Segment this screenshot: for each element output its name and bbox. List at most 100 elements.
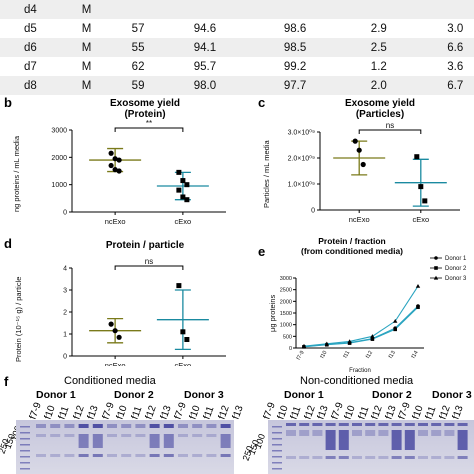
gel-title-conditioned: Conditioned media xyxy=(64,375,156,387)
gel-band xyxy=(272,438,282,440)
gel-band xyxy=(64,424,75,428)
table-cell xyxy=(169,0,260,19)
gel-lane-label: f13 xyxy=(230,404,246,421)
y-tick-label: 1.0×10⁰⁹ xyxy=(288,181,315,189)
x-axis-label: Fraction xyxy=(349,368,371,374)
data-point xyxy=(112,167,118,173)
gel-band xyxy=(178,434,188,437)
gel-band xyxy=(272,468,282,470)
data-point xyxy=(422,198,428,204)
table-cell: 95.7 xyxy=(169,57,260,76)
gel-band xyxy=(135,424,146,428)
data-point xyxy=(324,341,329,346)
gel-band xyxy=(20,426,30,428)
legend-label: Donor 1 xyxy=(445,256,467,262)
gel-band xyxy=(50,434,61,437)
gel-band xyxy=(457,423,468,426)
gel-band xyxy=(20,468,30,470)
y-tick-label: 500 xyxy=(283,334,292,340)
y-tick-label: 0 xyxy=(311,208,315,215)
gel-band xyxy=(338,456,349,459)
gel-band xyxy=(365,430,376,436)
gel-lane-label: f13 xyxy=(85,404,101,421)
significance-label: ** xyxy=(146,120,152,128)
gel-lane-label: f10 xyxy=(410,404,426,421)
gel-band xyxy=(149,424,160,428)
gel-right-donor-3: Donor 3 xyxy=(432,389,472,401)
gel-band xyxy=(418,430,428,436)
gel-band xyxy=(299,430,310,436)
gel-band xyxy=(206,434,217,437)
gel-band xyxy=(36,454,46,457)
table-cell: 6.6 xyxy=(423,38,474,57)
gel-lane-label: f12 xyxy=(302,404,318,421)
gel-lane-label: f7-9 xyxy=(172,401,189,421)
table-cell: d4 xyxy=(0,0,58,19)
gel-band xyxy=(149,454,160,457)
legend-label: Donor 2 xyxy=(445,266,467,272)
data-point xyxy=(176,169,182,175)
gel-lane-label: f12 xyxy=(437,404,453,421)
data-point xyxy=(184,182,190,188)
table-cell: d6 xyxy=(0,38,58,57)
gel-band xyxy=(36,424,46,428)
gel-lane-label: f12 xyxy=(216,404,232,421)
y-tick-label: 3.0×10⁰⁹ xyxy=(288,129,315,137)
gel-lane-label: f10 xyxy=(275,404,291,421)
gel-band xyxy=(107,424,117,428)
panel-e-title-line1: Protein / fraction xyxy=(318,236,386,246)
gel-band xyxy=(365,423,376,426)
gel-lane-label: f7-9 xyxy=(100,401,117,421)
data-point xyxy=(176,283,182,289)
gel-left-donor-3: Donor 3 xyxy=(184,389,224,401)
gel-band xyxy=(325,456,336,459)
gel-band xyxy=(20,462,30,464)
table-cell: 99.2 xyxy=(259,57,347,76)
gel-band xyxy=(20,450,30,452)
gel-lane-label: f10 xyxy=(42,404,58,421)
table-cell: 3.0 xyxy=(423,19,474,38)
gel-left-background xyxy=(16,420,234,474)
gel-band xyxy=(220,434,231,448)
gel-band xyxy=(206,424,217,428)
significance-label: ns xyxy=(386,121,394,130)
gel-band xyxy=(272,456,282,458)
gel-band xyxy=(163,424,174,428)
gel-band xyxy=(135,454,146,457)
table-row: d5 M 57 94.6 98.6 2.9 3.0 xyxy=(0,19,474,38)
y-tick-label: 1500 xyxy=(280,311,292,317)
panel-e-title-line2: (from conditioned media) xyxy=(301,246,403,256)
y-tick-label: 0 xyxy=(289,346,292,352)
data-point xyxy=(393,318,398,323)
gel-band xyxy=(36,434,46,437)
gel-band xyxy=(444,456,455,459)
gel-lane-label: f13 xyxy=(158,404,174,421)
table-cell: 2.5 xyxy=(346,38,424,57)
legend-marker xyxy=(433,275,439,280)
gel-band xyxy=(121,424,132,428)
gel-lane-label: f10 xyxy=(114,404,130,421)
gel-band xyxy=(178,454,188,457)
data-point xyxy=(176,187,182,193)
legend-marker xyxy=(434,266,438,270)
y-tick-label: 0 xyxy=(63,210,67,217)
panel-letter-e: e xyxy=(258,244,266,259)
gel-lane-label: f7-9 xyxy=(329,401,346,421)
gel-left-donor-2: Donor 2 xyxy=(114,389,154,401)
data-point xyxy=(180,329,186,335)
table-cell: 57 xyxy=(107,19,170,38)
gel-lane-label: f12 xyxy=(369,404,385,421)
legend-marker xyxy=(434,256,438,260)
gel-band xyxy=(378,430,389,436)
data-point xyxy=(370,337,375,341)
x-tick-label: f7-9 xyxy=(296,350,306,361)
panel-letter-d: d xyxy=(4,236,12,251)
data-point xyxy=(414,154,420,160)
data-point xyxy=(116,168,122,174)
gel-band xyxy=(20,438,30,440)
gel-band xyxy=(107,454,117,457)
gel-right-donor-2: Donor 2 xyxy=(372,389,412,401)
x-tick-label: cExo xyxy=(175,217,192,226)
data-point xyxy=(347,339,352,344)
x-tick-label: ncExo xyxy=(105,361,126,366)
